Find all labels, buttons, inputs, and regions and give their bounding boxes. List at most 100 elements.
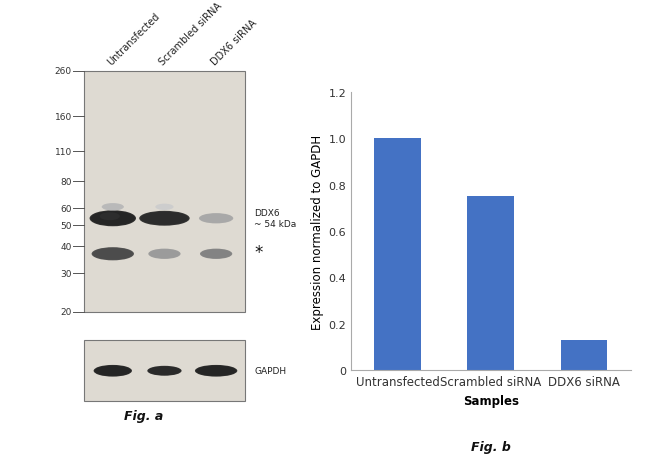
Ellipse shape — [204, 252, 228, 257]
Ellipse shape — [151, 368, 178, 374]
Ellipse shape — [203, 251, 229, 257]
Text: 30: 30 — [60, 269, 72, 278]
Ellipse shape — [151, 251, 178, 257]
Ellipse shape — [203, 216, 229, 221]
Text: *: * — [254, 243, 263, 261]
Ellipse shape — [96, 367, 129, 375]
Ellipse shape — [140, 212, 188, 225]
Ellipse shape — [100, 213, 120, 220]
Bar — [467, 197, 514, 370]
Ellipse shape — [148, 366, 181, 375]
Ellipse shape — [94, 249, 132, 260]
Ellipse shape — [103, 204, 123, 211]
Ellipse shape — [92, 213, 133, 225]
Text: 40: 40 — [60, 243, 72, 251]
Ellipse shape — [101, 213, 119, 220]
Bar — [560, 340, 607, 370]
Ellipse shape — [195, 365, 237, 377]
Text: 80: 80 — [60, 177, 72, 187]
Ellipse shape — [200, 368, 233, 374]
Ellipse shape — [90, 211, 136, 227]
Ellipse shape — [98, 368, 128, 374]
Text: DDX6
~ 54 kDa: DDX6 ~ 54 kDa — [254, 209, 296, 229]
Text: Untransfected: Untransfected — [106, 12, 162, 68]
Ellipse shape — [96, 366, 130, 376]
Text: 60: 60 — [60, 205, 72, 213]
Ellipse shape — [202, 250, 230, 258]
Bar — [84, 71, 245, 312]
Ellipse shape — [150, 250, 179, 258]
Ellipse shape — [149, 250, 180, 259]
Ellipse shape — [102, 204, 124, 211]
Ellipse shape — [102, 215, 117, 219]
Ellipse shape — [97, 367, 129, 375]
Ellipse shape — [99, 213, 120, 221]
Ellipse shape — [90, 212, 135, 226]
Ellipse shape — [200, 249, 232, 259]
Ellipse shape — [202, 250, 231, 258]
Ellipse shape — [150, 368, 179, 374]
Ellipse shape — [94, 366, 131, 376]
Text: 50: 50 — [60, 221, 72, 231]
Ellipse shape — [198, 367, 234, 375]
Text: DDX6 siRNA: DDX6 siRNA — [209, 18, 259, 68]
Ellipse shape — [92, 248, 134, 261]
Ellipse shape — [148, 366, 181, 376]
Text: GAPDH: GAPDH — [254, 367, 286, 375]
Ellipse shape — [200, 214, 233, 224]
Ellipse shape — [201, 215, 231, 223]
Ellipse shape — [156, 205, 173, 210]
Ellipse shape — [157, 205, 172, 209]
Y-axis label: Expression normalized to GAPDH: Expression normalized to GAPDH — [311, 134, 324, 329]
Ellipse shape — [97, 251, 129, 257]
Ellipse shape — [149, 367, 180, 375]
Ellipse shape — [155, 204, 174, 211]
Text: 20: 20 — [60, 307, 72, 316]
Ellipse shape — [102, 214, 118, 219]
Ellipse shape — [94, 213, 132, 224]
Ellipse shape — [94, 250, 131, 259]
Ellipse shape — [105, 206, 121, 209]
Text: Fig. b: Fig. b — [471, 440, 511, 453]
Ellipse shape — [153, 252, 176, 257]
Ellipse shape — [95, 250, 131, 258]
X-axis label: Samples: Samples — [463, 394, 519, 407]
Ellipse shape — [94, 214, 131, 223]
Ellipse shape — [151, 369, 177, 373]
Text: Scrambled siRNA: Scrambled siRNA — [157, 1, 224, 68]
Ellipse shape — [103, 205, 122, 210]
Ellipse shape — [150, 250, 179, 258]
Ellipse shape — [142, 213, 187, 225]
Text: 110: 110 — [55, 148, 72, 156]
Ellipse shape — [101, 214, 118, 219]
Ellipse shape — [158, 206, 171, 209]
Bar — [84, 340, 245, 401]
Ellipse shape — [92, 248, 133, 260]
Ellipse shape — [96, 215, 130, 223]
Ellipse shape — [144, 214, 185, 224]
Ellipse shape — [101, 204, 124, 211]
Ellipse shape — [92, 212, 134, 225]
Bar — [374, 139, 421, 370]
Ellipse shape — [157, 206, 172, 209]
Ellipse shape — [198, 367, 235, 375]
Ellipse shape — [203, 216, 229, 222]
Ellipse shape — [196, 366, 237, 376]
Ellipse shape — [197, 366, 235, 376]
Ellipse shape — [146, 215, 183, 222]
Ellipse shape — [94, 365, 132, 377]
Ellipse shape — [203, 251, 229, 257]
Ellipse shape — [103, 205, 122, 210]
Ellipse shape — [139, 212, 190, 226]
Ellipse shape — [148, 249, 181, 259]
Ellipse shape — [96, 250, 129, 258]
Ellipse shape — [104, 205, 122, 209]
Ellipse shape — [199, 213, 233, 224]
Ellipse shape — [200, 214, 232, 223]
Ellipse shape — [202, 215, 230, 222]
Ellipse shape — [150, 367, 179, 375]
Ellipse shape — [201, 250, 231, 259]
Ellipse shape — [151, 251, 177, 257]
Ellipse shape — [101, 214, 118, 220]
Ellipse shape — [157, 205, 172, 210]
